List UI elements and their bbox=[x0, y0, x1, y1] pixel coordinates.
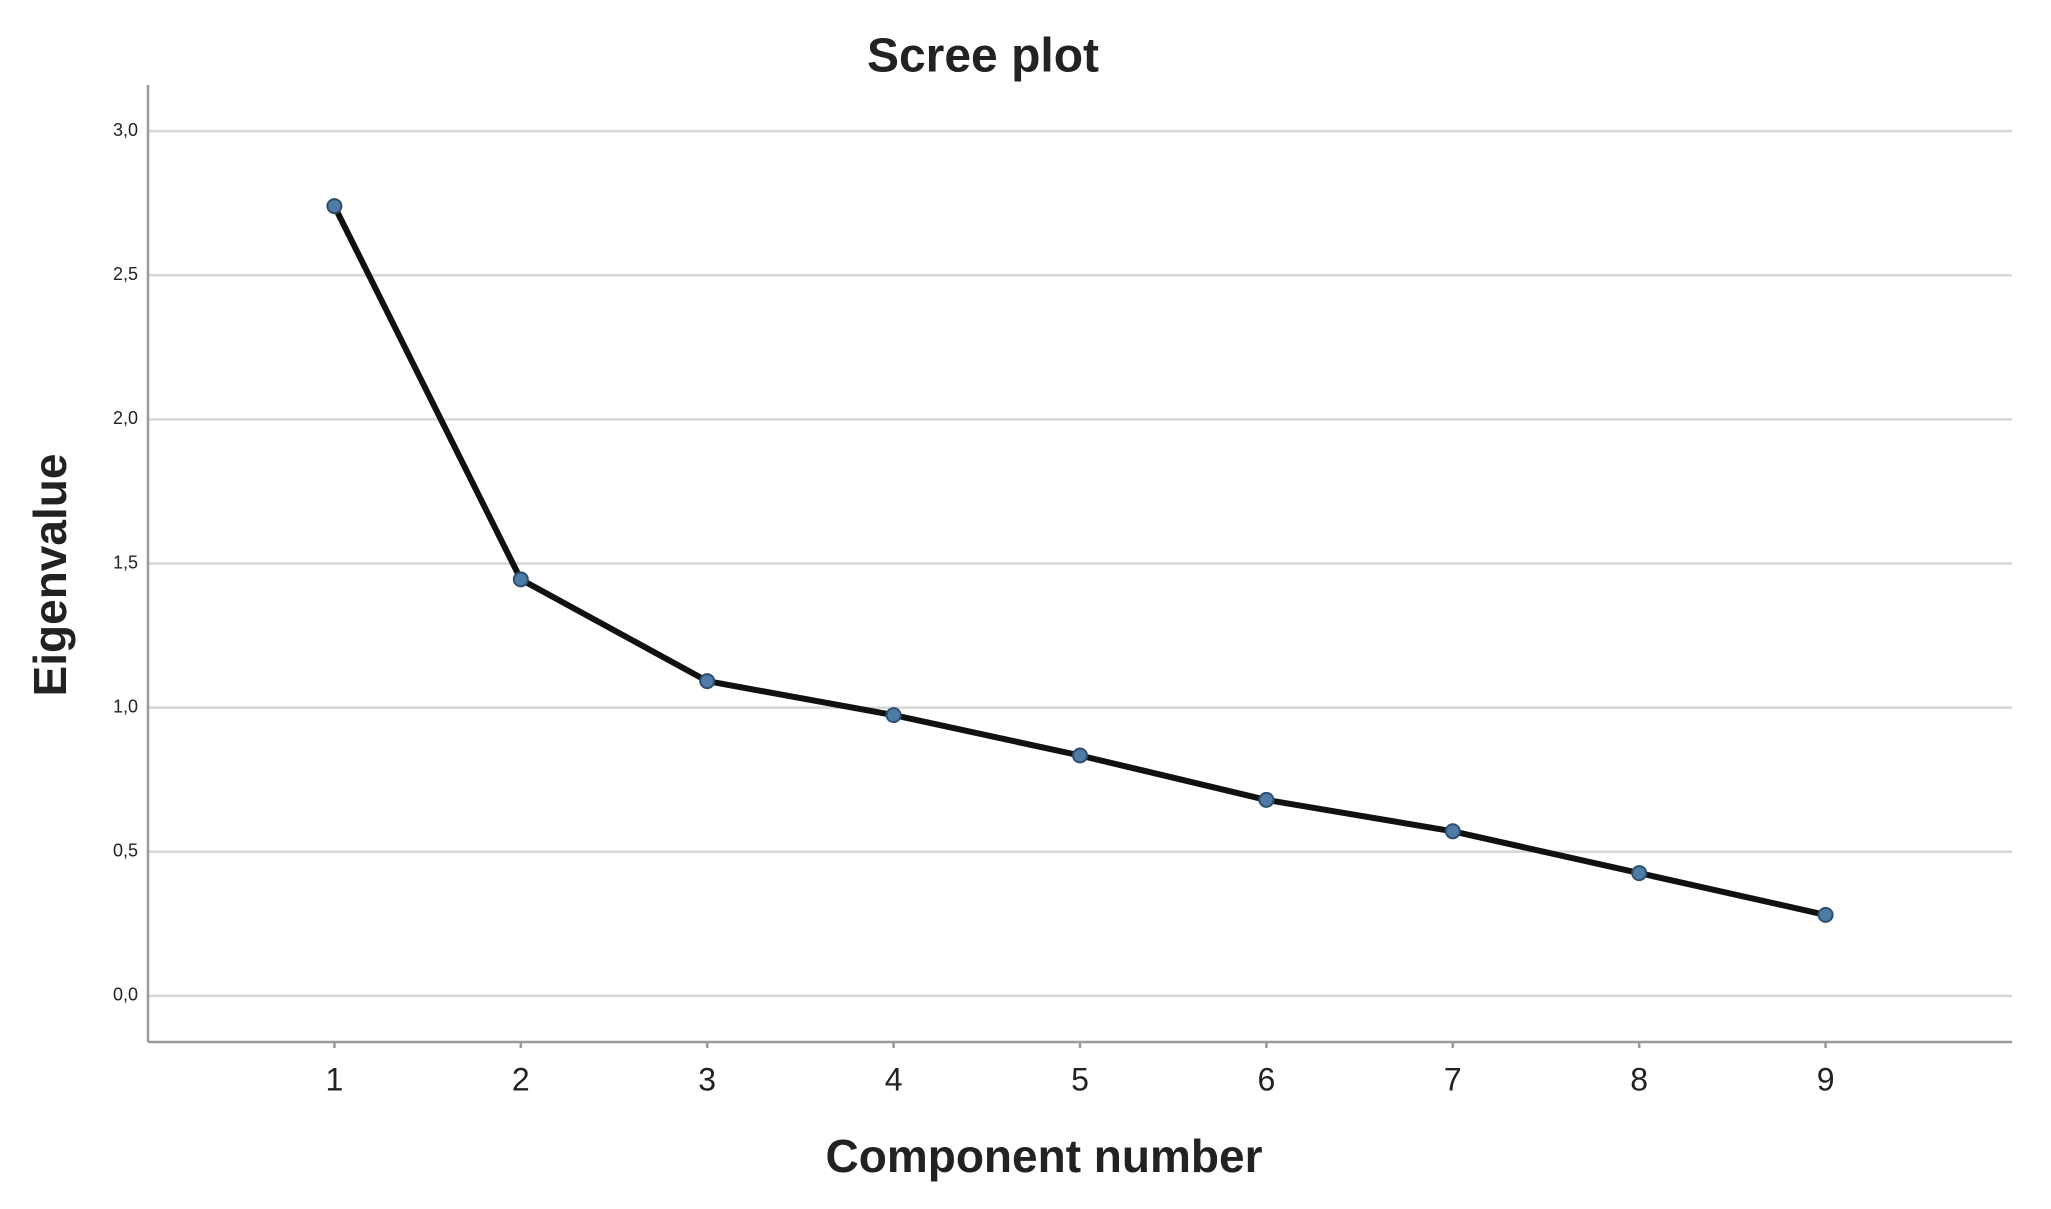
y-tick-label: 0,5 bbox=[113, 841, 138, 861]
data-line bbox=[331, 204, 1827, 918]
data-point bbox=[1817, 906, 1834, 923]
x-tick-label: 3 bbox=[698, 1061, 716, 1097]
chart-title: Scree plot bbox=[867, 30, 1099, 83]
y-tick-label: 0,0 bbox=[113, 985, 138, 1005]
x-tick-label: 6 bbox=[1258, 1061, 1276, 1097]
x-tick-label: 9 bbox=[1817, 1061, 1835, 1097]
data-point bbox=[1258, 791, 1275, 808]
data-point bbox=[326, 198, 343, 215]
y-tick-label: 1,5 bbox=[113, 552, 138, 572]
data-point bbox=[699, 673, 716, 690]
data-point bbox=[885, 707, 902, 724]
x-tick-label: 5 bbox=[1071, 1061, 1089, 1097]
y-tick-label: 2,0 bbox=[113, 408, 138, 428]
data-point bbox=[1444, 823, 1461, 840]
y-tick-label: 1,0 bbox=[113, 696, 138, 716]
data-point bbox=[1631, 865, 1648, 882]
x-axis-label: Component number bbox=[826, 1130, 1263, 1182]
data-point bbox=[1072, 747, 1088, 764]
x-tick-label: 4 bbox=[885, 1061, 903, 1097]
y-tick-label: 2,5 bbox=[113, 264, 138, 284]
x-tick-label: 1 bbox=[326, 1061, 344, 1097]
data-point bbox=[512, 571, 529, 588]
y-tick-label: 3,0 bbox=[113, 120, 138, 140]
x-tick-label: 7 bbox=[1444, 1061, 1462, 1097]
x-tick-label: 2 bbox=[512, 1061, 530, 1097]
y-axis-label: Eigenvalue bbox=[24, 454, 76, 697]
x-tick-label: 8 bbox=[1630, 1061, 1648, 1097]
